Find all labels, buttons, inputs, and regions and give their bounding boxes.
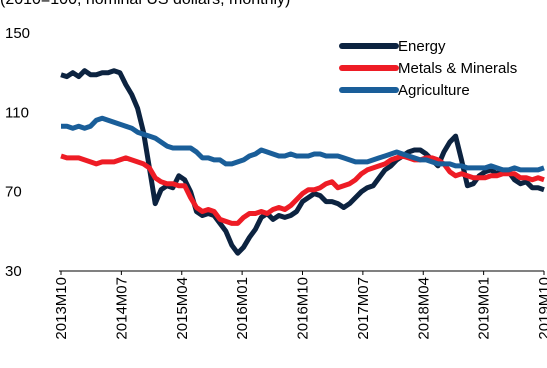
x-tick-label: 2019M01 [476, 277, 493, 340]
x-tick-label: 2016M01 [234, 277, 251, 340]
series-line-agriculture [61, 115, 545, 173]
x-tick-label: 2018M04 [415, 277, 432, 340]
legend-label: Agriculture [398, 82, 470, 99]
chart-header-text: (2010=100, nominal US dollars, monthly) [0, 0, 290, 9]
x-tick-label: 2015M04 [174, 277, 191, 340]
x-tick-label: 2014M07 [113, 277, 130, 340]
series-line-metals-minerals [60, 153, 545, 226]
y-tick-label: 150 [5, 25, 30, 42]
legend-label: Energy [398, 38, 446, 55]
y-tick-label: 30 [5, 263, 22, 280]
legend-label: Metals & Minerals [398, 60, 517, 77]
x-tick-label: 2013M10 [53, 277, 70, 340]
y-tick-label: 70 [5, 184, 22, 201]
y-tick-label: 110 [5, 104, 29, 121]
x-tick-label: 2016M10 [295, 277, 312, 340]
x-tick-label: 2017M07 [355, 277, 372, 340]
x-tick-label: 2019M10 [536, 277, 547, 340]
